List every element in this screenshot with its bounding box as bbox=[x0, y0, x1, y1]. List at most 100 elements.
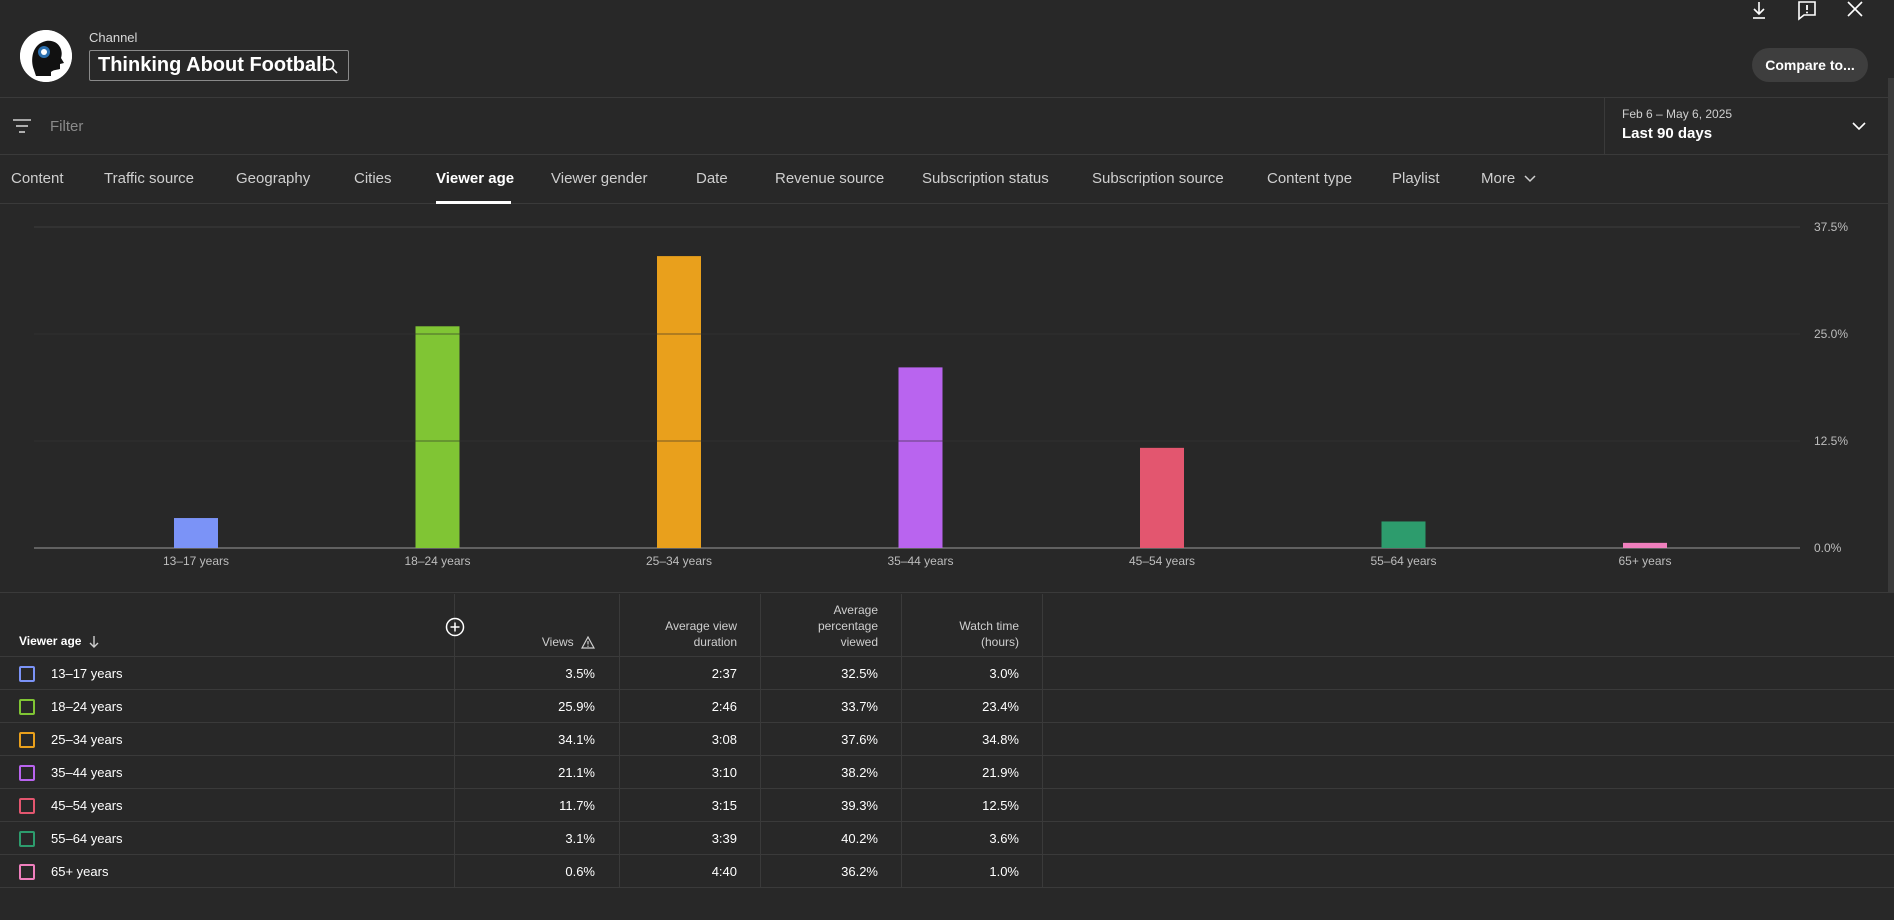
y-tick-label: 0.0% bbox=[1814, 541, 1842, 555]
viewer-age-column-header[interactable]: Viewer age bbox=[19, 634, 82, 648]
table-bottom-border bbox=[0, 887, 1894, 888]
row-checkbox[interactable] bbox=[19, 798, 35, 814]
tab-content[interactable]: Content bbox=[11, 170, 64, 187]
cell-avd: 3:39 bbox=[711, 831, 737, 846]
row-label: 25–34 years bbox=[51, 732, 123, 747]
search-icon[interactable] bbox=[321, 57, 339, 75]
filter-bar: Filter Feb 6 – May 6, 2025 Last 90 days bbox=[0, 98, 1894, 155]
row-label: 65+ years bbox=[51, 864, 109, 879]
warning-icon bbox=[581, 636, 595, 649]
dimension-tabs: Content Traffic source Geography Cities … bbox=[0, 156, 1894, 204]
wt-header-line2: (hours) bbox=[980, 635, 1019, 649]
watch-time-column-header[interactable]: Watch time (hours) bbox=[912, 618, 1019, 650]
bar bbox=[1623, 542, 1667, 548]
cell-views: 3.1% bbox=[565, 831, 595, 846]
feedback-icon[interactable] bbox=[1796, 0, 1818, 22]
table-row[interactable]: 18–24 years 25.9% 2:46 33.7% 23.4% bbox=[0, 689, 1894, 722]
tab-viewer-age[interactable]: Viewer age bbox=[436, 170, 515, 187]
chevron-down-icon bbox=[1524, 175, 1536, 183]
bar-chart: 37.5% 25.0% 12.5% 0.0% 13–17 years 18–24 year… bbox=[34, 220, 1848, 568]
avd-column-header[interactable]: Average view duration bbox=[630, 618, 737, 650]
bar bbox=[415, 326, 460, 548]
tab-cities[interactable]: Cities bbox=[354, 170, 392, 187]
row-checkbox[interactable] bbox=[19, 831, 35, 847]
compare-button[interactable]: Compare to... bbox=[1752, 48, 1868, 82]
filter-input[interactable]: Filter bbox=[50, 118, 84, 135]
chevron-down-icon bbox=[1852, 122, 1866, 131]
cell-apv: 32.5% bbox=[841, 666, 878, 681]
cell-views: 0.6% bbox=[565, 864, 595, 879]
row-checkbox[interactable] bbox=[19, 765, 35, 781]
row-checkbox[interactable] bbox=[19, 666, 35, 682]
add-column-icon[interactable] bbox=[445, 617, 465, 637]
avd-header-line1: Average view bbox=[665, 619, 737, 633]
date-label: Last 90 days bbox=[1622, 125, 1713, 142]
tab-subscription-source[interactable]: Subscription source bbox=[1092, 170, 1224, 187]
close-icon[interactable] bbox=[1844, 0, 1866, 22]
cell-avd: 2:37 bbox=[711, 666, 737, 681]
cell-apv: 38.2% bbox=[841, 765, 878, 780]
tab-content-type[interactable]: Content type bbox=[1267, 170, 1353, 187]
tab-subscription-status[interactable]: Subscription status bbox=[922, 170, 1049, 187]
channel-selector[interactable]: Thinking About Football bbox=[89, 50, 349, 81]
table-row[interactable]: 55–64 years 3.1% 3:39 40.2% 3.6% bbox=[0, 821, 1894, 854]
y-tick-label: 12.5% bbox=[1814, 434, 1848, 448]
download-icon[interactable] bbox=[1748, 0, 1770, 22]
bar bbox=[174, 518, 218, 548]
filter-icon[interactable] bbox=[12, 117, 32, 135]
tab-geography[interactable]: Geography bbox=[236, 170, 311, 187]
tab-revenue-source[interactable]: Revenue source bbox=[775, 170, 885, 187]
channel-avatar bbox=[20, 30, 72, 82]
channel-name: Thinking About Football bbox=[98, 54, 328, 76]
cell-views: 21.1% bbox=[558, 765, 595, 780]
row-label: 18–24 years bbox=[51, 699, 123, 714]
tab-traffic-source[interactable]: Traffic source bbox=[104, 170, 195, 187]
x-tick-label: 25–34 years bbox=[646, 554, 712, 568]
row-label: 35–44 years bbox=[51, 765, 123, 780]
cell-wt: 3.0% bbox=[989, 666, 1019, 681]
cell-views: 34.1% bbox=[558, 732, 595, 747]
cell-apv: 37.6% bbox=[841, 732, 878, 747]
data-table: Viewer age Views Average view duration A… bbox=[0, 594, 1894, 888]
cell-wt: 21.9% bbox=[982, 765, 1019, 780]
scrollbar[interactable] bbox=[1888, 78, 1894, 593]
cell-apv: 40.2% bbox=[841, 831, 878, 846]
row-label: 13–17 years bbox=[51, 666, 123, 681]
tab-more-label: More bbox=[1481, 170, 1516, 187]
apv-header-line3: viewed bbox=[840, 635, 878, 649]
sort-down-icon[interactable] bbox=[88, 635, 100, 649]
views-column-header[interactable]: Views bbox=[500, 634, 595, 650]
cell-wt: 34.8% bbox=[982, 732, 1019, 747]
bar bbox=[657, 256, 701, 548]
table-row[interactable]: 13–17 years 3.5% 2:37 32.5% 3.0% bbox=[0, 656, 1894, 689]
bar bbox=[1140, 447, 1184, 548]
avd-header-line2: duration bbox=[693, 635, 737, 649]
x-tick-label: 13–17 years bbox=[163, 554, 229, 568]
table-row[interactable]: 25–34 years 34.1% 3:08 37.6% 34.8% bbox=[0, 722, 1894, 755]
table-row[interactable]: 45–54 years 11.7% 3:15 39.3% 12.5% bbox=[0, 788, 1894, 821]
row-checkbox[interactable] bbox=[19, 732, 35, 748]
cell-avd: 3:08 bbox=[711, 732, 737, 747]
cell-wt: 1.0% bbox=[989, 864, 1019, 879]
x-tick-label: 18–24 years bbox=[404, 554, 470, 568]
bar bbox=[1381, 521, 1426, 548]
active-tab-indicator bbox=[436, 201, 511, 204]
tab-playlist[interactable]: Playlist bbox=[1392, 170, 1440, 187]
date-picker[interactable]: Feb 6 – May 6, 2025 Last 90 days bbox=[1604, 98, 1894, 154]
channel-label: Channel bbox=[89, 30, 138, 45]
apv-header-line2: percentage bbox=[817, 619, 878, 633]
cell-apv: 39.3% bbox=[841, 798, 878, 813]
row-checkbox[interactable] bbox=[19, 699, 35, 715]
cell-wt: 3.6% bbox=[989, 831, 1019, 846]
apv-column-header[interactable]: Average percentage viewed bbox=[771, 602, 878, 650]
x-tick-label: 65+ years bbox=[1618, 554, 1671, 568]
tab-date[interactable]: Date bbox=[696, 170, 728, 187]
cell-apv: 36.2% bbox=[841, 864, 878, 879]
table-row[interactable]: 65+ years 0.6% 4:40 36.2% 1.0% bbox=[0, 854, 1894, 887]
x-tick-label: 55–64 years bbox=[1370, 554, 1436, 568]
row-checkbox[interactable] bbox=[19, 864, 35, 880]
cell-avd: 3:15 bbox=[711, 798, 737, 813]
tab-more[interactable]: More bbox=[1481, 170, 1537, 187]
table-row[interactable]: 35–44 years 21.1% 3:10 38.2% 21.9% bbox=[0, 755, 1894, 788]
tab-viewer-gender[interactable]: Viewer gender bbox=[551, 170, 648, 187]
